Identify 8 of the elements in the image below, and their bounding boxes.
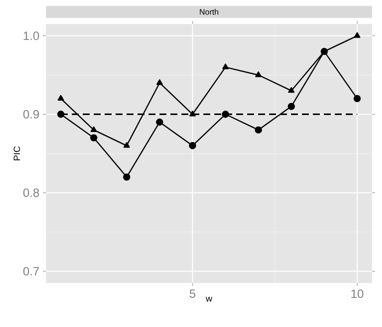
x-tick-label: 10 xyxy=(351,290,364,298)
x-tick-label: 5 xyxy=(190,290,196,298)
y-tick-label: 0.9 xyxy=(23,110,39,118)
x-axis-title: w xyxy=(206,296,212,302)
y-tick-label: 0.8 xyxy=(23,188,39,197)
y-axis-title: PIC xyxy=(14,146,20,160)
y-tick-label: 0.7 xyxy=(23,267,39,276)
y-tick-label: 1.0 xyxy=(24,32,40,40)
